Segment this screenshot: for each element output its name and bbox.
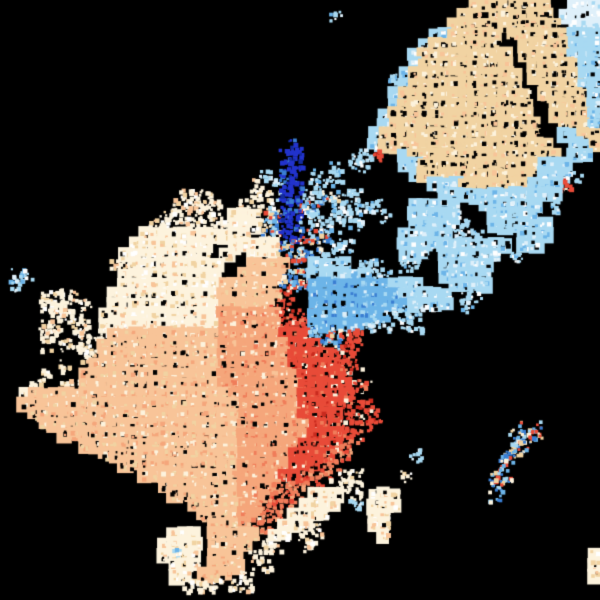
radar-frame [0, 0, 600, 600]
radar-velocity-field [0, 0, 600, 600]
